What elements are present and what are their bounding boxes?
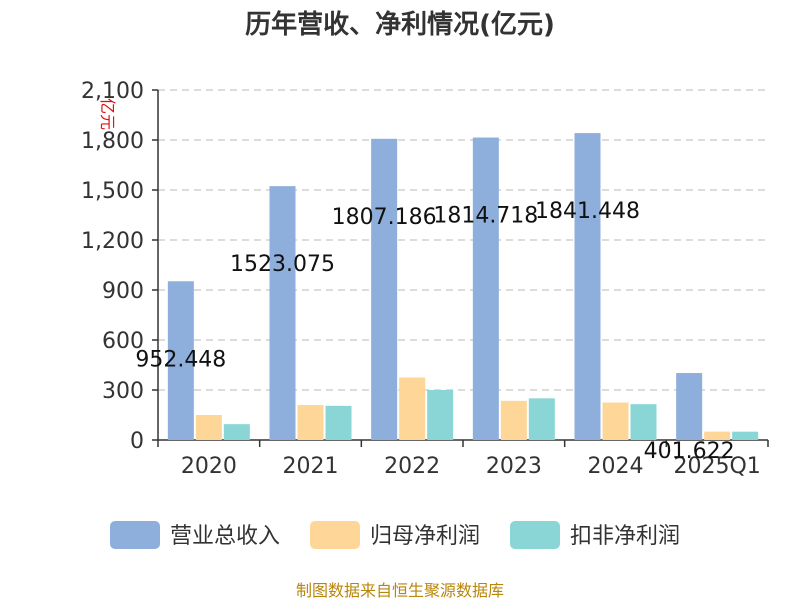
data-label: 1807.186 (332, 205, 437, 230)
x-tick-label: 2022 (384, 454, 440, 479)
bar-营业总收入-2020[interactable] (167, 281, 194, 440)
legend-item-扣非净利润[interactable]: 扣非净利润 (510, 521, 680, 549)
bar-归母净利润-2025Q1[interactable] (704, 431, 731, 440)
legend-swatch (510, 521, 560, 549)
bar-归母净利润-2023[interactable] (500, 400, 527, 440)
x-tick-label: 2020 (181, 454, 237, 479)
data-label: 1523.075 (230, 252, 335, 277)
legend-swatch (310, 521, 360, 549)
data-label: 1814.718 (433, 204, 538, 229)
bars (167, 133, 759, 441)
x-tick-label: 2025Q1 (674, 454, 761, 479)
legend-label: 归母净利润 (370, 524, 480, 549)
data-label: 1841.448 (535, 199, 640, 224)
y-tick-label: 1,200 (81, 229, 144, 254)
legend-label: 扣非净利润 (570, 524, 680, 549)
data-label: 952.448 (135, 347, 226, 372)
y-axis-unit-label: 亿元 (98, 98, 117, 130)
x-tick-label: 2024 (588, 454, 644, 479)
bar-营业总收入-2024[interactable] (574, 133, 601, 441)
bar-营业总收入-2021[interactable] (269, 186, 296, 440)
bar-营业总收入-2025Q1[interactable] (676, 373, 703, 440)
bar-扣非净利润-2020[interactable] (223, 424, 250, 440)
y-tick-label: 2,100 (81, 79, 144, 104)
bar-扣非净利润-2024[interactable] (630, 404, 657, 440)
x-tick-label: 2021 (283, 454, 339, 479)
bar-归母净利润-2022[interactable] (399, 377, 426, 441)
bar-营业总收入-2023[interactable] (472, 137, 499, 440)
bar-扣非净利润-2021[interactable] (325, 405, 352, 440)
legend-item-归母净利润[interactable]: 归母净利润 (310, 521, 480, 549)
bar-扣非净利润-2022[interactable] (427, 390, 454, 440)
legend-item-营业总收入[interactable]: 营业总收入 (110, 521, 280, 549)
bar-营业总收入-2022[interactable] (371, 138, 398, 440)
y-tick-label: 1,500 (81, 179, 144, 204)
bar-归母净利润-2020[interactable] (195, 415, 222, 440)
y-tick-label: 300 (102, 379, 144, 404)
bar-扣非净利润-2023[interactable] (528, 398, 555, 440)
y-tick-label: 1,800 (81, 129, 144, 154)
chart-title: 历年营收、净利情况(亿元) (245, 9, 555, 40)
data-label: 401.622 (644, 439, 735, 464)
bar-归母净利润-2024[interactable] (602, 402, 629, 441)
y-tick-label: 900 (102, 279, 144, 304)
x-tick-label: 2023 (486, 454, 542, 479)
bar-归母净利润-2021[interactable] (297, 405, 324, 440)
y-tick-label: 600 (102, 329, 144, 354)
legend-swatch (110, 521, 160, 549)
grid-lines (158, 89, 768, 391)
legend[interactable]: 营业总收入 归母净利润 扣非净利润 (110, 521, 680, 549)
axes: 0 300 600 900 1,200 1,500 1,800 2,100 2020 2021 20… (81, 79, 769, 479)
y-tick-label: 0 (130, 429, 144, 454)
data-source-note: 制图数据来自恒生聚源数据库 (296, 581, 504, 600)
legend-label: 营业总收入 (170, 524, 280, 549)
bar-扣非净利润-2025Q1[interactable] (732, 431, 759, 440)
